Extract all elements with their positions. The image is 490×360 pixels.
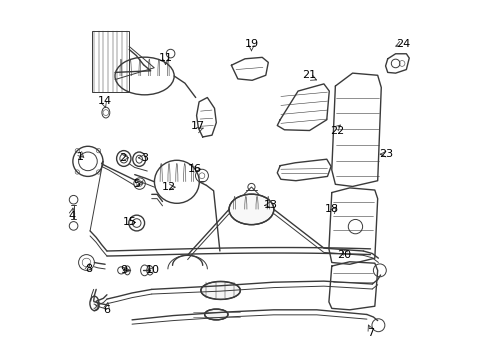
Text: 20: 20 (337, 249, 351, 260)
Text: 21: 21 (302, 70, 317, 80)
Text: 22: 22 (330, 126, 344, 135)
Text: 15: 15 (122, 217, 137, 227)
Text: 10: 10 (146, 265, 160, 275)
Text: 7: 7 (367, 328, 374, 338)
Text: 1: 1 (76, 152, 83, 162)
Ellipse shape (229, 194, 274, 225)
Text: 24: 24 (395, 40, 410, 49)
Text: 6: 6 (103, 305, 110, 315)
Text: 9: 9 (120, 265, 127, 275)
Text: 4: 4 (69, 211, 76, 221)
Text: 16: 16 (188, 164, 202, 174)
Text: 19: 19 (245, 40, 259, 49)
Ellipse shape (205, 309, 228, 320)
Text: 2: 2 (119, 153, 126, 163)
Text: 13: 13 (264, 200, 278, 210)
Text: 17: 17 (191, 121, 205, 131)
Text: 5: 5 (133, 179, 140, 189)
Text: 12: 12 (162, 182, 176, 192)
Text: 23: 23 (380, 149, 393, 159)
Text: 11: 11 (158, 53, 172, 63)
Text: 18: 18 (325, 204, 339, 215)
Text: 8: 8 (85, 264, 92, 274)
Bar (92, 31, 129, 92)
Text: 14: 14 (98, 96, 112, 106)
Ellipse shape (201, 282, 240, 300)
Text: 3: 3 (141, 153, 148, 163)
